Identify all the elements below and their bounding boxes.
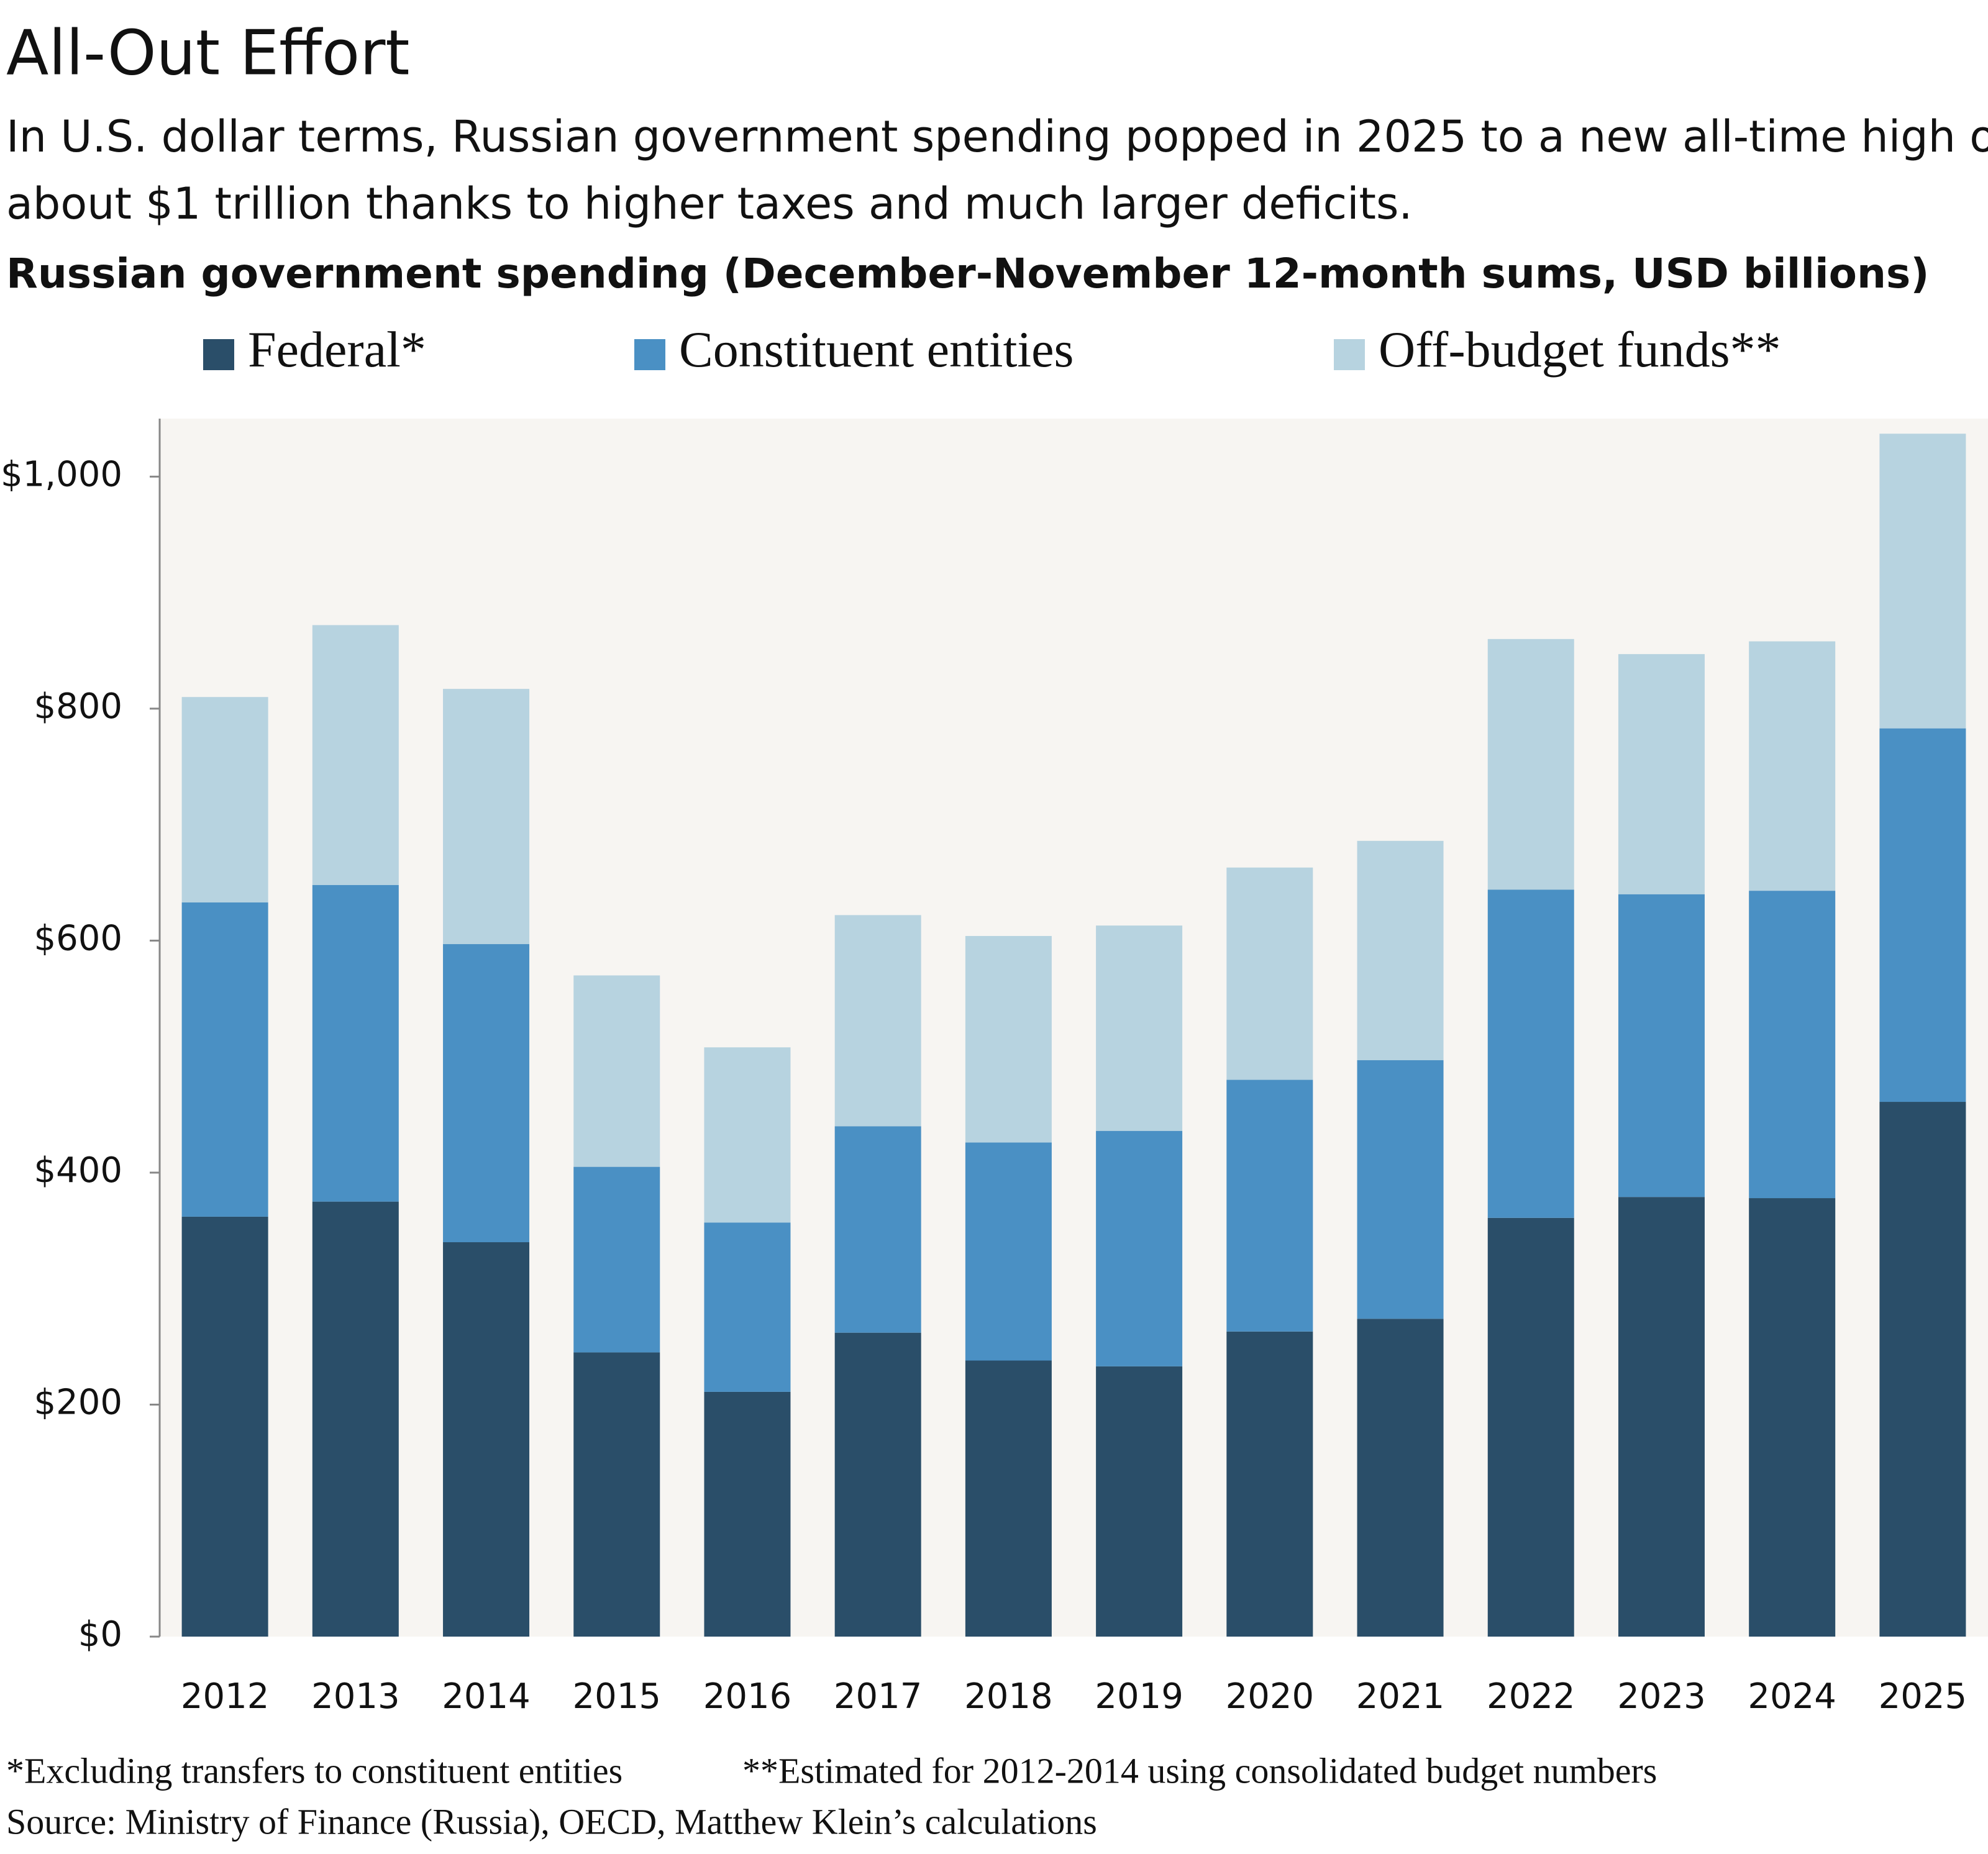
bar-segment xyxy=(965,935,1052,1143)
bar-segment xyxy=(1226,1079,1313,1332)
x-tick-label: 2023 xyxy=(1617,1676,1706,1717)
bar-segment xyxy=(1096,1130,1183,1366)
bar-segment xyxy=(181,902,268,1217)
chart-subtitle: Russian government spending (December-No… xyxy=(6,250,1929,298)
legend-swatch xyxy=(203,339,234,370)
subtitle: In U.S. dollar terms, Russian government… xyxy=(6,111,1988,162)
x-tick-label: 2017 xyxy=(834,1676,923,1717)
x-tick-label: 2020 xyxy=(1226,1676,1315,1717)
bar-segment xyxy=(312,625,399,885)
legend-label: Federal* xyxy=(248,321,426,378)
bar-segment xyxy=(704,1047,791,1223)
bar-segment xyxy=(1879,728,1966,1102)
bar-segment xyxy=(443,944,530,1243)
bar-segment xyxy=(834,1126,921,1333)
bar-segment xyxy=(1487,889,1574,1218)
y-tick-label: $600 xyxy=(34,919,122,959)
bar-segment xyxy=(573,1352,660,1637)
bar-segment xyxy=(1357,840,1444,1060)
bar-segment xyxy=(1749,641,1836,891)
x-tick-label: 2019 xyxy=(1095,1676,1183,1717)
x-tick-label: 2015 xyxy=(572,1676,661,1717)
bar-segment xyxy=(1618,654,1705,894)
x-tick-label: 2016 xyxy=(703,1676,792,1717)
subtitle: about $1 trillion thanks to higher taxes… xyxy=(6,178,1413,229)
bar-segment xyxy=(965,1360,1052,1637)
bar-segment xyxy=(1226,1331,1313,1637)
bar-segment xyxy=(1226,867,1313,1080)
bar-segment xyxy=(1749,891,1836,1199)
bar-segment xyxy=(965,1142,1052,1361)
chart-title: All-Out Effort xyxy=(6,16,410,89)
bar-segment xyxy=(1618,1197,1705,1637)
y-tick-label: $400 xyxy=(34,1150,122,1191)
bar-segment xyxy=(1096,1366,1183,1637)
legend-swatch xyxy=(1334,339,1365,370)
bar-segment xyxy=(1749,1198,1836,1637)
x-tick-label: 2013 xyxy=(311,1676,400,1717)
y-tick-label: $1,000 xyxy=(1,455,122,495)
bar-segment xyxy=(1357,1319,1444,1637)
footnote: *Excluding transfers to constituent enti… xyxy=(6,1750,622,1791)
bar-segment xyxy=(312,884,399,1202)
bar-segment xyxy=(573,975,660,1167)
legend-label: Constituent entities xyxy=(679,321,1074,378)
y-tick-label: $0 xyxy=(78,1614,122,1655)
bar-segment xyxy=(312,1201,399,1637)
y-tick-label: $200 xyxy=(34,1383,122,1423)
bar-segment xyxy=(181,697,268,902)
bar-segment xyxy=(181,1216,268,1637)
bar-segment xyxy=(1879,434,1966,729)
bar-segment xyxy=(1618,894,1705,1197)
bar-segment xyxy=(573,1166,660,1353)
bar-segment xyxy=(1487,638,1574,890)
x-tick-label: 2018 xyxy=(964,1676,1053,1717)
y-tick-label: $800 xyxy=(34,686,122,727)
x-tick-label: 2012 xyxy=(181,1676,270,1717)
bar-segment xyxy=(443,1242,530,1637)
bar-segment xyxy=(1487,1217,1574,1637)
x-tick-label: 2024 xyxy=(1748,1676,1836,1717)
x-tick-label: 2022 xyxy=(1487,1676,1575,1717)
bar-segment xyxy=(1096,925,1183,1131)
x-tick-label: 2014 xyxy=(442,1676,531,1717)
bar-segment xyxy=(1357,1060,1444,1319)
bar-segment xyxy=(704,1391,791,1637)
plot-area xyxy=(160,419,1988,1637)
bar-segment xyxy=(704,1222,791,1392)
bar-segment xyxy=(834,915,921,1127)
legend-swatch xyxy=(634,339,665,370)
bar-segment xyxy=(1879,1102,1966,1637)
source: Source: Ministry of Finance (Russia), OE… xyxy=(6,1801,1097,1842)
x-tick-label: 2021 xyxy=(1356,1676,1445,1717)
footnote: **Estimated for 2012-2014 using consolid… xyxy=(742,1750,1657,1791)
bar-segment xyxy=(443,689,530,945)
bar-segment xyxy=(834,1332,921,1637)
x-tick-label: 2025 xyxy=(1879,1676,1967,1717)
legend-label: Off-budget funds** xyxy=(1379,321,1781,378)
